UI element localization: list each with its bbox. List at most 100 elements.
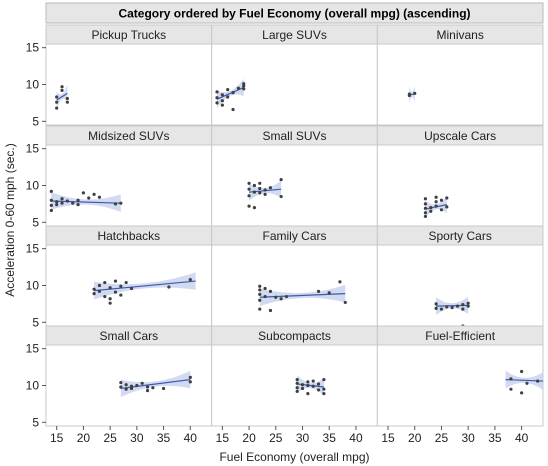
data-point (445, 205, 449, 209)
data-point (119, 201, 123, 205)
data-point (258, 186, 262, 191)
panel-sporty-cars: Sporty Cars (376, 225, 544, 328)
data-point (65, 199, 69, 203)
x-tick-label: 20 (408, 431, 422, 445)
y-tick-label: 5 (32, 415, 39, 429)
data-point (252, 183, 257, 188)
data-point (65, 100, 69, 104)
data-point (466, 304, 470, 308)
fit-line (94, 280, 196, 292)
data-point (65, 96, 69, 101)
data-point (509, 377, 513, 381)
data-point (60, 85, 64, 89)
data-point (145, 385, 150, 389)
panel-upscale-cars: Upscale Cars (376, 125, 544, 227)
panel-small-cars: Small Cars (45, 325, 213, 427)
data-point (247, 204, 251, 208)
data-point (236, 86, 240, 90)
panel-title: Pickup Trucks (91, 28, 166, 42)
data-point (124, 280, 128, 285)
data-point (284, 294, 289, 299)
y-tick-label: 15 (26, 142, 40, 156)
data-point (92, 192, 96, 196)
data-point (439, 307, 444, 311)
data-point (423, 202, 428, 206)
data-point (295, 378, 299, 382)
data-point (407, 93, 411, 98)
data-point (151, 386, 155, 390)
panel-family-cars: Family Cars (211, 225, 378, 327)
data-point (113, 290, 118, 294)
y-tick-label: 15 (26, 242, 40, 256)
data-point (300, 383, 305, 387)
data-point (445, 196, 449, 200)
data-point (322, 387, 326, 391)
data-point (343, 300, 347, 305)
data-point (87, 196, 91, 200)
data-point (279, 178, 283, 182)
y-tick-label: 10 (26, 78, 40, 92)
data-point (434, 200, 438, 204)
data-point (215, 101, 219, 105)
x-tick-label: 40 (515, 431, 529, 445)
x-tick-label: 15 (381, 431, 395, 445)
data-point (129, 384, 134, 388)
data-point (263, 286, 267, 291)
data-point (252, 205, 257, 210)
data-point (119, 293, 123, 297)
panel-plot-area (45, 43, 213, 126)
data-point (434, 195, 438, 199)
data-point (92, 287, 96, 291)
x-tick-label: 30 (462, 431, 476, 445)
panel-title: Minivans (436, 28, 483, 42)
data-point (461, 307, 465, 311)
data-point (103, 280, 107, 285)
data-point (429, 209, 433, 213)
data-point (434, 306, 438, 310)
x-tick-label: 20 (242, 431, 256, 445)
data-point (242, 82, 246, 86)
data-point (119, 385, 123, 389)
data-point (429, 205, 433, 210)
panel-title: Sporty Cars (428, 229, 491, 243)
data-point (279, 194, 283, 199)
x-tick-label: 30 (296, 431, 310, 445)
data-point (231, 91, 235, 95)
data-point (129, 386, 134, 391)
data-point (220, 99, 224, 103)
data-point (108, 286, 112, 290)
data-point (509, 387, 513, 391)
data-point (306, 392, 310, 396)
data-point (316, 382, 321, 386)
data-point (76, 203, 80, 207)
data-point (520, 369, 524, 374)
data-point (439, 208, 444, 212)
data-point (49, 198, 53, 202)
data-point (306, 380, 310, 384)
data-point (525, 381, 529, 385)
x-tick-label: 40 (184, 431, 198, 445)
data-point (423, 211, 428, 215)
panel-hatchbacks: Hatchbacks (45, 225, 213, 327)
data-point (97, 289, 102, 293)
y-tick-label: 15 (26, 41, 40, 55)
data-point (263, 188, 267, 192)
data-point (258, 284, 262, 288)
data-point (295, 386, 299, 390)
data-point (247, 187, 251, 191)
panel-title: Fuel-Efficient (425, 329, 495, 343)
panel-title: Hatchbacks (97, 229, 160, 243)
y-tick-label: 5 (32, 315, 39, 329)
x-tick-label: 20 (77, 431, 91, 445)
y-tick-label: 10 (26, 379, 40, 393)
data-point (450, 305, 454, 310)
data-point (140, 381, 144, 385)
y-axis-title: Acceleration 0-60 mph (sec.) (3, 143, 17, 296)
data-point (119, 284, 123, 288)
panel-plot-area (211, 43, 378, 126)
x-tick-label: 25 (103, 431, 117, 445)
data-point (306, 383, 310, 388)
data-point (258, 288, 262, 292)
data-point (188, 375, 192, 379)
panel-title: Midsized SUVs (88, 129, 169, 143)
